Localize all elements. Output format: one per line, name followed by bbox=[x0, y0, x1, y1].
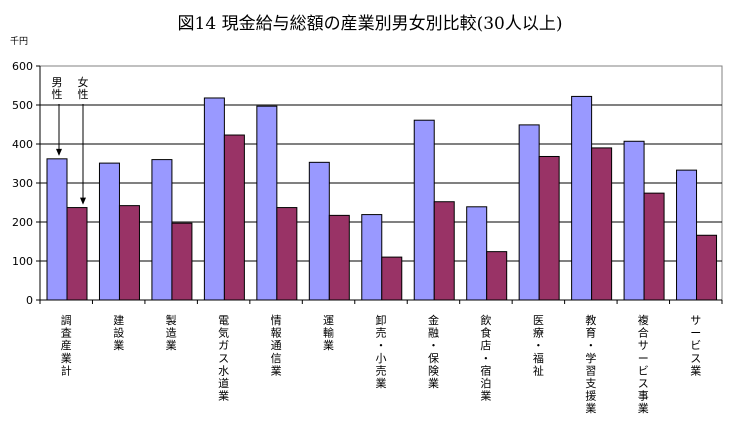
y-axis-ticks: 0 100 200 300 400 500 600 bbox=[12, 60, 33, 307]
x-category-label-3: 電気ガス水道業 bbox=[218, 314, 229, 403]
bar-male-12 bbox=[676, 169, 698, 301]
bar-male-6 bbox=[361, 214, 383, 301]
bar-female-3 bbox=[223, 134, 245, 301]
annotation-male: 男性 bbox=[52, 76, 63, 101]
x-category-label-11: 複合サービス事業 bbox=[638, 313, 649, 415]
x-category-label-4: 情報通信業 bbox=[271, 314, 282, 377]
arrow-female-head bbox=[80, 197, 86, 205]
bar-female-1 bbox=[118, 205, 140, 301]
bar-female-4 bbox=[276, 207, 298, 301]
bar-female-6 bbox=[381, 256, 403, 301]
bar-female-10 bbox=[591, 147, 613, 301]
bars bbox=[46, 95, 718, 301]
bar-female-9 bbox=[538, 155, 560, 301]
bar-male-10 bbox=[571, 95, 593, 301]
y-unit-label: 千円 bbox=[10, 36, 28, 47]
bar-male-9 bbox=[518, 124, 540, 301]
x-category-label-9: 医療・福祉 bbox=[533, 314, 544, 377]
y-tick-label: 200 bbox=[12, 216, 33, 229]
bar-female-12 bbox=[696, 234, 718, 301]
bar-female-11 bbox=[643, 192, 665, 301]
arrow-male-head bbox=[56, 148, 62, 156]
axes bbox=[36, 65, 723, 304]
chart-title: 図14 現金給与総額の産業別男女別比較(30人以上) bbox=[178, 14, 563, 34]
x-category-label-0: 調査産業計 bbox=[61, 313, 72, 377]
x-category-label-2: 製造業 bbox=[166, 313, 177, 352]
bar-male-7 bbox=[413, 119, 435, 301]
y-tick-label: 0 bbox=[26, 294, 33, 307]
bar-female-8 bbox=[486, 251, 508, 301]
bar-female-7 bbox=[433, 201, 455, 301]
bar-male-1 bbox=[98, 162, 120, 301]
bar-male-3 bbox=[203, 97, 225, 301]
bar-male-2 bbox=[151, 159, 173, 301]
y-tick-label: 400 bbox=[12, 138, 33, 151]
x-category-label-12: サービス業 bbox=[690, 314, 701, 377]
x-category-label-5: 運輸業 bbox=[323, 314, 334, 352]
bar-male-0 bbox=[46, 158, 68, 301]
x-axis-categories: 調査産業計 建設業 製造業 電気ガス水道業 情報通信業 運輸業 卸売・小売業 金融・保険業 飲食… bbox=[61, 313, 702, 415]
x-category-label-8: 飲食店・宿泊業 bbox=[480, 313, 491, 403]
y-tick-label: 600 bbox=[12, 60, 33, 73]
bar-female-5 bbox=[328, 214, 350, 301]
bar-female-2 bbox=[171, 222, 193, 301]
x-category-label-6: 卸売・小売業 bbox=[376, 313, 387, 390]
bar-female-0 bbox=[66, 207, 88, 301]
y-tick-label: 100 bbox=[12, 255, 33, 268]
bar-male-5 bbox=[308, 161, 330, 301]
x-category-label-1: 建設業 bbox=[113, 313, 124, 352]
bar-male-8 bbox=[466, 206, 488, 301]
x-category-label-7: 金融・保険業 bbox=[428, 313, 439, 390]
x-category-label-10: 教育・学習支援業 bbox=[585, 314, 596, 415]
y-tick-label: 500 bbox=[12, 99, 33, 112]
bar-male-4 bbox=[256, 105, 278, 301]
annotation-female: 女性 bbox=[78, 75, 89, 101]
bar-male-11 bbox=[623, 140, 645, 301]
y-tick-label: 300 bbox=[12, 177, 33, 190]
